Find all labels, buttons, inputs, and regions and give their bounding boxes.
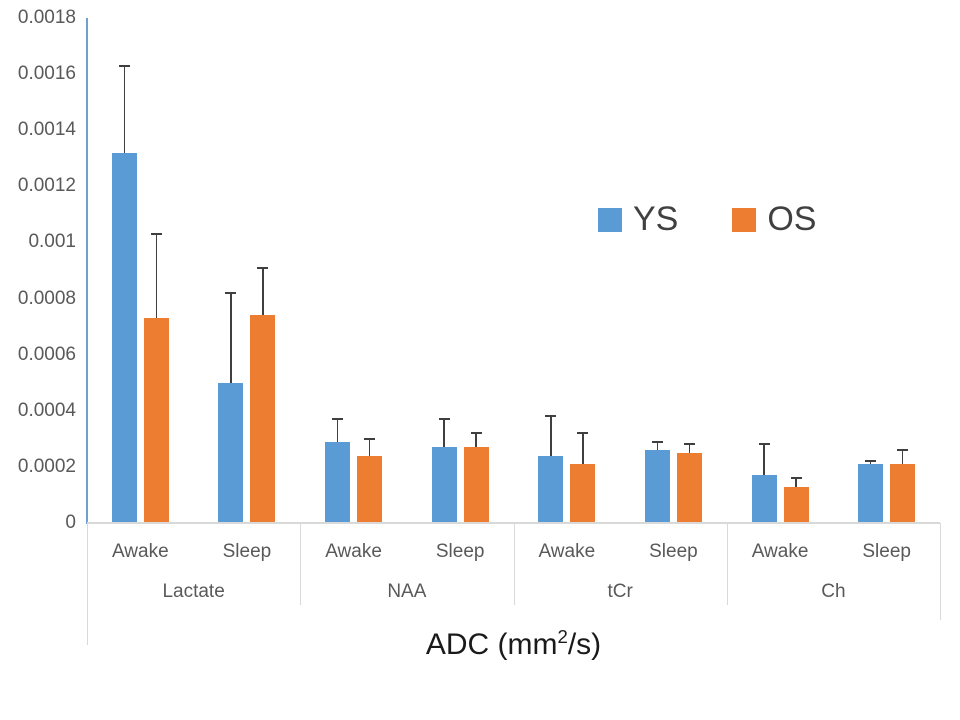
legend-item-os: OS [732,200,816,239]
bar-ys-tcr-sleep [644,450,670,522]
bar-os-tcr-awake [570,464,596,522]
condition-label: Awake [538,541,596,562]
error-bar-line [443,419,445,448]
bar-ys-tcr-awake [538,455,564,522]
condition-label: Sleep [222,541,272,562]
bar-os-ch-sleep [890,464,916,522]
x-axis-title-prefix: ADC (mm [425,628,558,661]
group-label: tCr [607,581,633,602]
error-bar-line [869,461,872,465]
error-bar-cap [364,437,376,440]
category-group-divider [513,523,515,605]
error-bar-line [763,444,765,476]
category-axis-left-edge [87,523,88,645]
y-tick-label: 0.0014 [17,119,76,141]
error-bar-cap [257,266,269,269]
condition-label: Awake [111,541,169,562]
bar-os-ch-awake [783,486,809,522]
y-tick-label: 0.0012 [17,175,76,197]
y-tick-label: 0.001 [28,231,76,253]
condition-label: Sleep [435,541,485,562]
x-axis-title: ADC (mm2/s) [87,626,940,662]
error-bar-cap [577,432,589,435]
error-bar-cap [150,233,162,236]
error-bar-line [475,433,477,448]
error-bar-cap [332,418,344,421]
bar-os-lactate-awake [143,318,169,522]
error-bar-line [155,234,158,319]
error-bar-cap [897,449,909,452]
error-bar-cap [225,291,237,294]
y-tick-label: 0.0004 [17,399,76,421]
legend-label-ys: YS [633,200,679,238]
bar-os-lactate-sleep [250,315,276,522]
y-tick-label: 0.0002 [17,455,76,477]
error-bar-line [123,65,126,153]
bar-ys-lactate-awake [111,152,137,522]
bar-ys-ch-sleep [858,464,884,522]
x-axis-title-superscript: 2 [557,626,568,647]
y-tick-label: 0.0006 [17,343,76,365]
bar-ys-ch-awake [751,475,777,522]
error-bar-cap [470,432,482,435]
condition-label: Sleep [649,541,698,562]
error-bar-line [368,438,371,456]
legend-item-ys: YS [598,200,678,239]
category-axis-right-edge [940,523,941,620]
error-bar-line [336,419,339,442]
condition-label: Sleep [862,541,911,562]
category-group-divider [300,523,302,605]
legend-swatch-os [732,207,757,232]
legend-label-os: OS [767,200,817,238]
error-bar-cap [683,443,695,446]
condition-label: Awake [751,541,809,562]
error-bar-line [656,441,659,451]
error-bar-line [550,416,552,456]
group-label: Ch [821,581,846,602]
error-bar-cap [651,440,663,443]
bar-ys-lactate-sleep [218,382,244,522]
error-bar-cap [438,418,450,421]
y-axis-line [86,18,88,524]
error-bar-line [230,292,232,383]
error-bar-cap [545,415,557,418]
y-tick-label: 0.0016 [17,63,76,85]
error-bar-cap [758,443,770,446]
error-bar-line [582,433,584,465]
bar-os-naa-sleep [463,447,489,522]
bar-ys-naa-awake [325,441,351,522]
error-bar-cap [865,460,877,463]
error-bar-cap [790,477,802,480]
error-bar-line [688,444,691,453]
error-bar-line [901,450,904,465]
group-label: NAA [387,581,427,602]
legend-swatch-ys [598,207,622,232]
x-axis-title-suffix: /s) [567,628,602,661]
error-bar-line [262,267,264,316]
error-bar-line [795,478,797,487]
condition-label: Awake [325,541,382,562]
bar-ys-naa-sleep [431,447,457,522]
error-bar-cap [118,64,130,67]
legend: YS OS [598,200,816,239]
y-tick-label: 0 [65,512,76,533]
category-group-divider [726,523,728,605]
y-tick-label: 0.0008 [17,287,76,309]
bar-os-tcr-sleep [676,452,702,522]
group-label: Lactate [162,581,225,602]
y-tick-label: 0.0018 [17,7,76,28]
bar-os-naa-awake [357,455,383,522]
